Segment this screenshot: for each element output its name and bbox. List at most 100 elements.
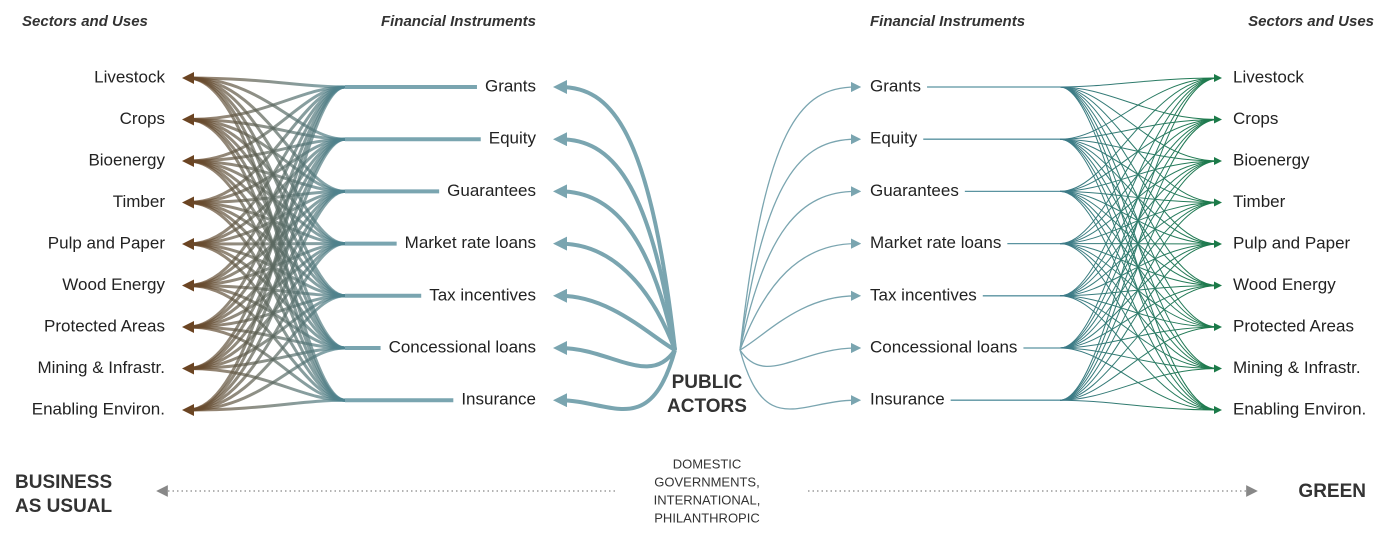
- instrument-label: Equity: [489, 129, 537, 148]
- instrument-label: Tax incentives: [429, 285, 536, 304]
- header: Sectors and Uses: [1248, 13, 1374, 30]
- edge: [1059, 77, 1219, 140]
- edge: [187, 284, 346, 402]
- curve: [739, 342, 862, 368]
- center-subtitle: PHILANTHROPIC: [654, 510, 759, 525]
- edge: [1059, 326, 1219, 349]
- sector-label: Livestock: [1233, 67, 1304, 86]
- curve: [739, 81, 862, 351]
- edge: [187, 294, 346, 412]
- edge: [187, 76, 346, 141]
- edge: [187, 159, 346, 193]
- sector-label: Timber: [113, 192, 166, 211]
- header: Financial Instruments: [870, 13, 1025, 30]
- instrument-label: Insurance: [461, 390, 536, 409]
- edge: [1059, 285, 1219, 349]
- edge: [1059, 243, 1219, 411]
- edge: [1059, 77, 1219, 192]
- edge: [187, 325, 346, 350]
- edge: [1059, 243, 1219, 286]
- curve: [739, 290, 862, 351]
- curve: [739, 134, 862, 351]
- edge: [1059, 119, 1219, 140]
- edge: [1059, 285, 1219, 297]
- edge: [1059, 295, 1219, 369]
- edge: [1059, 243, 1219, 349]
- edge: [187, 242, 346, 350]
- instrument-label: Guarantees: [447, 181, 536, 200]
- curve: [553, 341, 677, 369]
- edge: [1059, 295, 1219, 411]
- curve: [553, 288, 676, 352]
- edge: [1059, 86, 1222, 414]
- center-subtitle: DOMESTIC: [673, 456, 742, 471]
- center-title: PUBLIC: [672, 372, 743, 393]
- edge: [187, 137, 346, 246]
- edge: [1059, 119, 1219, 245]
- edges: [182, 72, 1222, 416]
- edge: [1059, 243, 1219, 297]
- edge: [1059, 243, 1219, 328]
- edge: [1059, 138, 1219, 203]
- curve: [553, 80, 677, 351]
- outcome: GREEN: [1298, 481, 1366, 502]
- edge: [1059, 190, 1219, 328]
- edge: [1059, 86, 1222, 207]
- edge: [1059, 138, 1219, 245]
- edge: [187, 284, 346, 298]
- instrument-label: Market rate loans: [870, 233, 1001, 252]
- edge: [1059, 190, 1219, 203]
- instrument-label: Guarantees: [870, 181, 959, 200]
- curve: [553, 236, 677, 351]
- instrument-label: Concessional loans: [870, 337, 1017, 356]
- edge: [1059, 295, 1219, 328]
- outcome: AS USUAL: [15, 496, 113, 517]
- edge: [182, 72, 346, 89]
- instrument-label: Insurance: [870, 390, 945, 409]
- edge: [187, 242, 346, 298]
- edge: [187, 284, 346, 350]
- center-title: ACTORS: [667, 396, 747, 417]
- edge: [1059, 190, 1219, 369]
- sector-label: Mining & Infrastr.: [1233, 358, 1361, 377]
- edge: [1059, 138, 1219, 328]
- edge: [1059, 138, 1219, 411]
- sector-label: Crops: [1233, 109, 1278, 128]
- sector-label: Crops: [120, 109, 165, 128]
- sector-label: Enabling Environ.: [32, 399, 165, 418]
- edge: [1059, 347, 1219, 411]
- sector-label: Mining & Infrastr.: [37, 358, 165, 377]
- edge: [187, 242, 346, 402]
- sector-label: Timber: [1233, 192, 1286, 211]
- instrument-label: Equity: [870, 129, 918, 148]
- center-subtitle: INTERNATIONAL,: [654, 492, 761, 507]
- edge: [187, 242, 346, 412]
- curve: [739, 238, 862, 351]
- header: Sectors and Uses: [22, 13, 148, 30]
- curve: [739, 186, 862, 351]
- edge: [1059, 347, 1219, 369]
- edge: [1059, 190, 1219, 245]
- edge: [1059, 138, 1219, 369]
- edge: [187, 398, 346, 412]
- edge: [1059, 119, 1219, 401]
- sector-label: Bioenergy: [88, 150, 165, 169]
- edge: [1059, 243, 1219, 369]
- edge: [1059, 138, 1219, 286]
- edge: [1059, 190, 1219, 286]
- curve: [553, 184, 677, 351]
- edge: [1059, 86, 1222, 248]
- sector-label: Protected Areas: [1233, 316, 1354, 335]
- edge: [182, 85, 346, 416]
- sector-label: Livestock: [94, 67, 165, 86]
- edge: [1059, 77, 1219, 245]
- edge: [1059, 399, 1219, 411]
- edge: [1059, 160, 1219, 192]
- curve: [739, 349, 862, 410]
- instrument-label: Market rate loans: [405, 233, 536, 252]
- sector-label: Protected Areas: [44, 316, 165, 335]
- instrument-label: Grants: [485, 76, 536, 95]
- edge: [187, 346, 346, 412]
- edge: [1059, 86, 1222, 373]
- curve: [553, 349, 677, 412]
